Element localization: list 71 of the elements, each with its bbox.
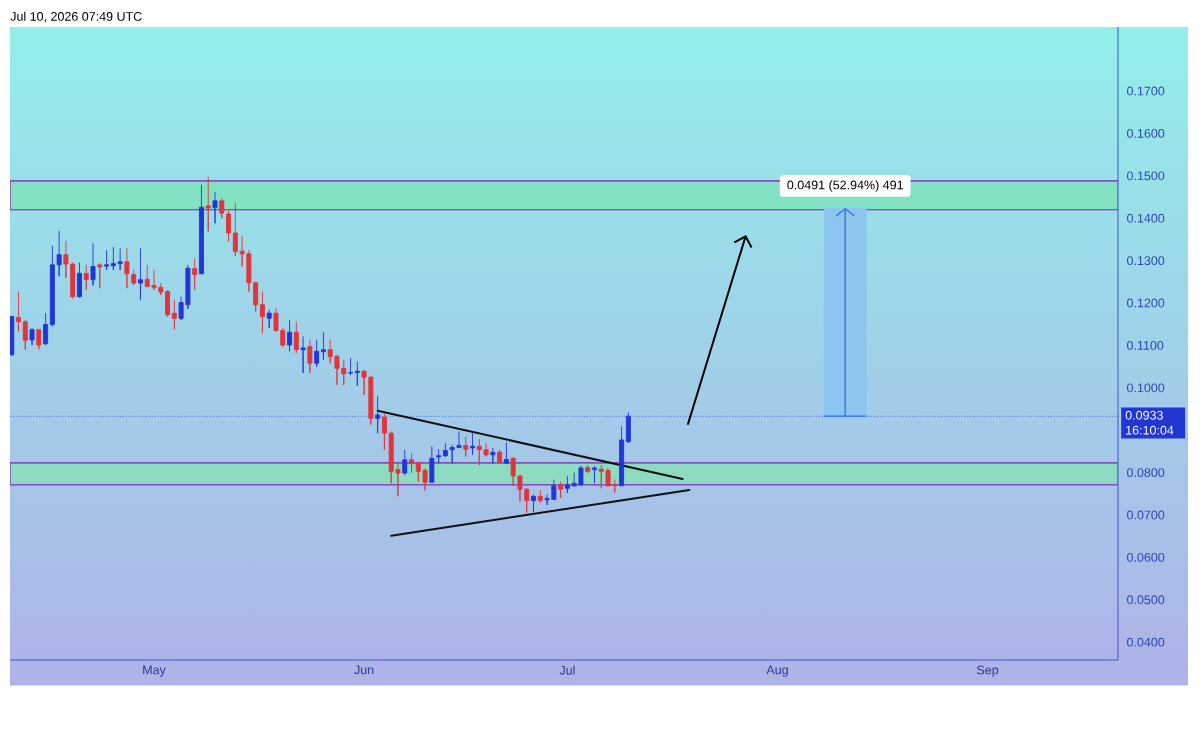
y-tick-label: 0.1200 (1127, 298, 1165, 308)
y-tick-label: 0.1600 (1127, 128, 1165, 138)
y-tick-label: 0.1500 (1127, 171, 1165, 181)
y-tick-label: 0.1300 (1127, 256, 1165, 266)
y-tick-label: 0.0700 (1127, 510, 1165, 520)
candlestick (165, 289, 171, 318)
candlestick (354, 361, 360, 387)
candlestick (537, 489, 543, 503)
y-tick-label: 0.1400 (1127, 213, 1165, 223)
candlestick (592, 465, 597, 484)
candlestick (97, 262, 103, 289)
candlestick (558, 481, 564, 499)
y-tick-label: 0.0400 (1127, 637, 1165, 647)
candlestick (36, 328, 42, 350)
x-tick-label: Jul (559, 665, 575, 675)
x-tick-label: Sep (976, 665, 999, 677)
candlestick (442, 442, 448, 458)
candlestick (429, 445, 435, 483)
candlestick (531, 494, 536, 513)
y-tick-label: 0.1700 (1127, 86, 1165, 96)
candlestick (293, 321, 299, 354)
candlestick (287, 319, 293, 352)
candlestick (490, 447, 496, 464)
candlestick (470, 432, 475, 456)
y-tick-label: 0.1000 (1127, 383, 1165, 393)
candlestick (585, 464, 591, 474)
y-tick-label: 0.1100 (1127, 340, 1164, 350)
y-tick-label: 0.0600 (1127, 552, 1165, 562)
candlestick (104, 249, 110, 271)
x-tick-label: Aug (766, 665, 788, 677)
ref-line-label: 0.0933 (1125, 410, 1163, 420)
candlestick (320, 331, 326, 361)
candlestick (381, 412, 387, 451)
candlestick (137, 247, 143, 301)
candlestick (409, 452, 415, 474)
candlestick (90, 242, 96, 287)
candlestick (192, 257, 198, 291)
candlestick (198, 184, 204, 275)
candlestick (124, 247, 130, 289)
candlestick (212, 191, 218, 224)
annotation: 0.0491 (52.94%) 491 (787, 180, 903, 192)
candlestick (619, 425, 625, 487)
candlestick (22, 319, 28, 351)
candlestick (266, 309, 272, 329)
candlestick (43, 312, 49, 346)
x-tick-label: Jun (354, 665, 374, 675)
y-tick-label: 0.0500 (1127, 595, 1165, 605)
candlestick (300, 336, 306, 374)
candlestick (219, 197, 225, 219)
y-tick-label: 0.0800 (1127, 468, 1165, 478)
candlestick (205, 176, 211, 232)
candlestick (83, 264, 89, 291)
candlestick (131, 269, 137, 286)
candlestick (524, 487, 530, 513)
candlestick (171, 299, 177, 330)
text: Jul 10, 2026 07:49 UTC (10, 11, 142, 23)
candlestick (436, 448, 442, 464)
x-tick-label: May (143, 665, 166, 677)
candlestick (16, 291, 21, 332)
candlestick (76, 261, 82, 298)
candlestick (497, 449, 503, 464)
candlestick (259, 291, 265, 334)
candlestick (402, 449, 408, 476)
candlestick (307, 339, 313, 374)
candlestick (463, 436, 469, 457)
candlestick (29, 327, 35, 346)
candlestick (348, 357, 354, 376)
candlestick (314, 339, 320, 368)
text: 16:10:04 (1126, 425, 1174, 435)
candlestick (226, 209, 232, 242)
candlestick (503, 442, 509, 464)
